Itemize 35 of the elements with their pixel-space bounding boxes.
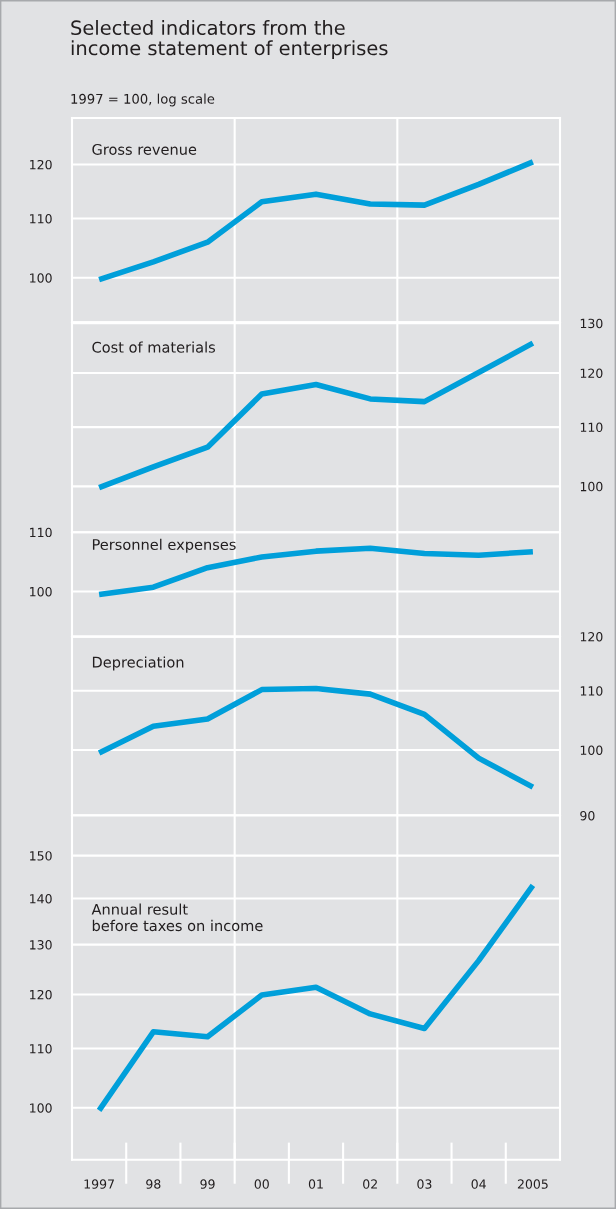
y2-tick-label: 110	[580, 422, 603, 433]
y2-tick-label: 130	[580, 318, 603, 329]
y-tick-label: 150	[30, 851, 52, 861]
x-tick-label: 04	[471, 1179, 486, 1189]
y-tick-label: 120	[30, 159, 52, 170]
y-tick-label: 120	[30, 989, 52, 1000]
y-tick-label: 100	[30, 1103, 52, 1113]
x-tick-label: 99	[200, 1179, 215, 1189]
text: Cost of materials	[92, 341, 216, 353]
y2-tick-label: 120	[580, 368, 603, 378]
y-tick-label: 110	[30, 527, 52, 538]
x-tick-label: 2005	[517, 1179, 548, 1189]
x-tick-label: 1997	[84, 1179, 114, 1189]
series-label: Personnel expenses	[92, 538, 236, 553]
y2-tick-label: 110	[580, 686, 603, 696]
x-tick-label: 02	[363, 1179, 377, 1189]
y-tick-label: 140	[30, 894, 52, 904]
y-tick-label: 130	[30, 940, 52, 950]
y-tick-label: 110	[30, 214, 52, 224]
y-tick-label: 100	[30, 273, 52, 283]
y2-tick-label: 100	[580, 745, 603, 755]
x-tick-label: 00	[254, 1179, 269, 1189]
y2-tick-label: 120	[580, 632, 603, 642]
chart-title: Selected indicators from the income statement of enterprises	[71, 20, 388, 60]
x-tick-label: 03	[417, 1179, 432, 1189]
text: Annual result before taxes on income	[91, 903, 263, 932]
y2-tick-label: 100	[580, 481, 603, 492]
text: Gross revenue	[92, 143, 197, 155]
y-tick-label: 100	[30, 586, 52, 597]
y-tick-label: 110	[30, 1044, 52, 1054]
chart-subtitle: 1997 = 100, log scale	[71, 93, 215, 107]
y2-tick-label: 90	[580, 810, 595, 821]
x-tick-label: 01	[308, 1179, 323, 1189]
text: Depreciation	[92, 656, 184, 671]
x-tick-label: 98	[146, 1179, 161, 1189]
